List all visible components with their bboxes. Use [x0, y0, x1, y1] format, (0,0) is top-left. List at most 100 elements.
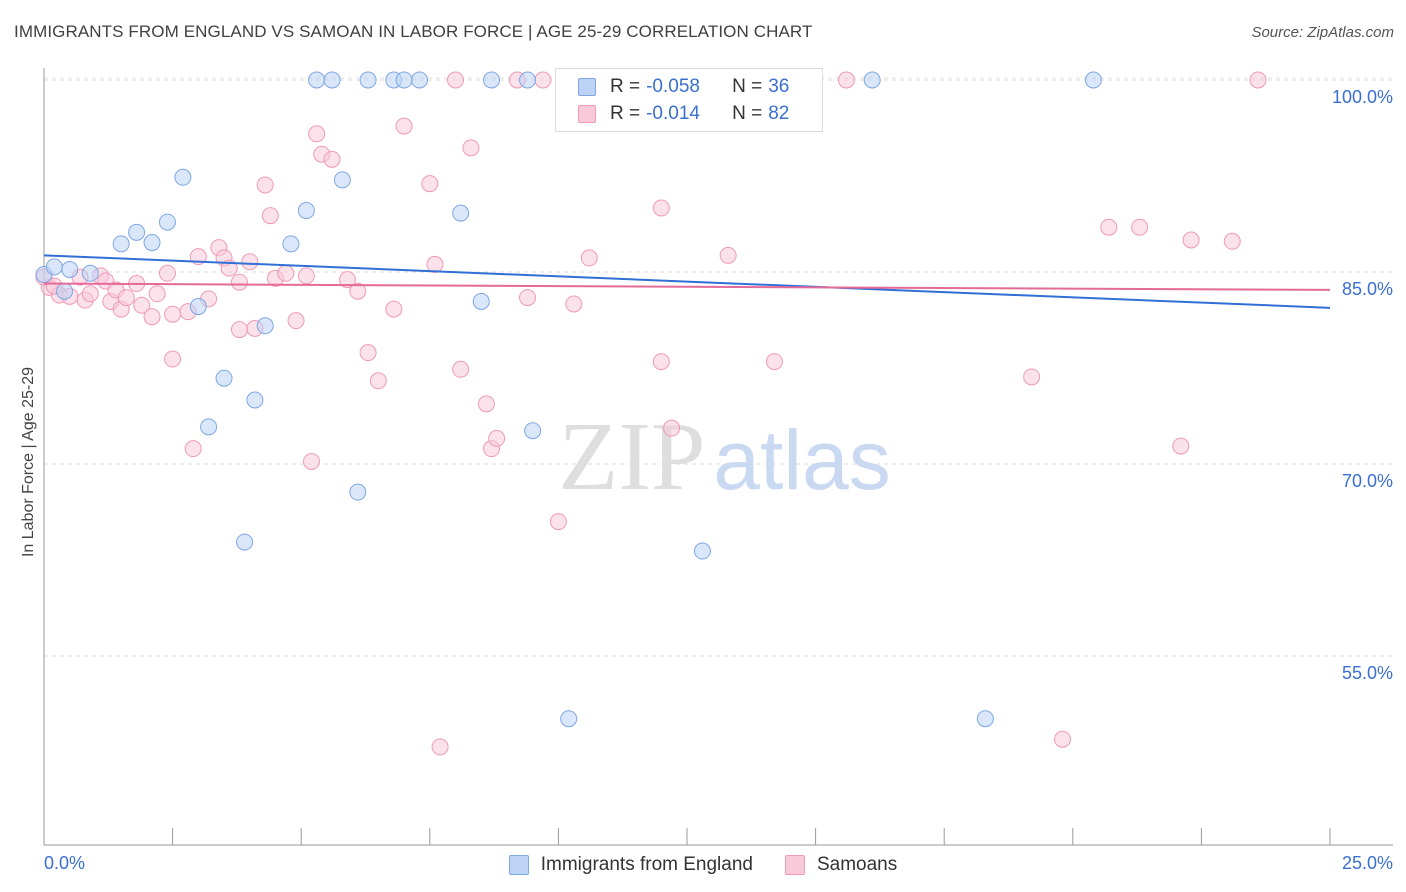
samoans-point — [349, 282, 367, 300]
correlation-legend: R = -0.058 N = 36 R = -0.014 N = 82 — [555, 68, 823, 132]
samoans-point — [652, 199, 670, 217]
england-point — [349, 483, 367, 501]
samoans-point — [1023, 368, 1041, 386]
y-tick-label: 70.0% — [1342, 471, 1393, 491]
england-point — [472, 292, 490, 310]
england-point — [236, 533, 254, 551]
samoans-point — [133, 296, 151, 314]
samoans-point — [1249, 71, 1267, 89]
samoans-point — [477, 395, 495, 413]
england-point — [524, 422, 542, 440]
n-value: 82 — [768, 103, 790, 124]
n-label: N = — [732, 103, 763, 124]
samoans-point — [308, 125, 326, 143]
legend-label-england: Immigrants from England — [540, 854, 753, 875]
samoans-point — [81, 285, 99, 303]
england-point — [189, 298, 207, 316]
samoans-point — [369, 372, 387, 390]
england-point — [128, 223, 146, 241]
legend-item-england[interactable]: Immigrants from England — [508, 854, 753, 876]
samoans-trend-line — [43, 282, 1331, 291]
england-point — [81, 264, 99, 282]
england-point — [56, 282, 74, 300]
england-point — [246, 391, 264, 409]
axes — [43, 68, 1393, 846]
samoans-point — [117, 289, 135, 307]
samoans-point — [143, 308, 161, 326]
samoans-point — [1131, 218, 1149, 236]
legend-item-samoans[interactable]: Samoans — [784, 854, 898, 876]
samoans-point — [426, 255, 444, 273]
samoans-swatch — [578, 105, 596, 123]
samoans-point — [287, 312, 305, 330]
england-point — [483, 71, 501, 89]
england-point — [333, 171, 351, 189]
england-point — [395, 71, 413, 89]
watermark-atlas: atlas — [713, 413, 890, 507]
samoans-point — [184, 440, 202, 458]
samoans-point — [580, 249, 598, 267]
samoans-point — [164, 350, 182, 368]
n-label: N = — [732, 76, 763, 97]
r-label: R = — [610, 76, 641, 97]
samoans-point — [652, 353, 670, 371]
samoans-point — [1100, 218, 1118, 236]
x-tick-label: 0.0% — [44, 853, 85, 873]
watermark-zip: ZIP — [559, 403, 706, 511]
samoans-point — [385, 300, 403, 318]
samoans-point — [421, 175, 439, 193]
england-point — [143, 234, 161, 252]
samoans-point — [241, 253, 259, 271]
england-point — [282, 235, 300, 253]
england-point — [61, 260, 79, 278]
england-point — [200, 418, 218, 436]
x-tick-label: 25.0% — [1342, 853, 1393, 873]
samoans-point — [519, 289, 537, 307]
samoans-point — [1182, 231, 1200, 249]
samoans-point — [1223, 232, 1241, 250]
samoans-point — [395, 117, 413, 135]
england-point — [158, 213, 176, 231]
samoans-point — [462, 139, 480, 157]
england-point — [215, 369, 233, 387]
gridlines — [44, 77, 1392, 657]
samoans-point — [164, 305, 182, 323]
england-point — [976, 710, 994, 728]
r-label: R = — [610, 103, 641, 124]
england-point — [297, 202, 315, 220]
england-points — [35, 71, 1102, 728]
samoans-point — [256, 176, 274, 194]
samoans-point — [431, 738, 449, 756]
n-value: 36 — [768, 76, 790, 97]
legend-row-england: R = -0.058 N = 36 — [578, 74, 789, 100]
samoans-point — [230, 273, 248, 291]
england-point — [359, 71, 377, 89]
england-swatch — [578, 78, 596, 96]
legend-label-samoans: Samoans — [816, 854, 898, 875]
england-point — [323, 71, 341, 89]
samoans-point — [765, 353, 783, 371]
samoans-point — [277, 264, 295, 282]
samoans-point — [663, 419, 681, 437]
samoans-point — [1054, 730, 1072, 748]
england-point — [1084, 71, 1102, 89]
y-tick-label: 85.0% — [1342, 279, 1393, 299]
england-point — [693, 542, 711, 560]
samoans-point — [534, 71, 552, 89]
england-point — [452, 204, 470, 222]
england-point — [308, 71, 326, 89]
samoans-point — [230, 321, 248, 339]
england-point — [45, 258, 63, 276]
y-tick-label: 100.0% — [1332, 87, 1393, 107]
y-tick-label: 55.0% — [1342, 663, 1393, 683]
samoans-point — [719, 246, 737, 264]
samoans-point — [488, 429, 506, 447]
series-legend: Immigrants from England Samoans — [0, 853, 1406, 877]
source-label: Source: ZipAtlas.com — [1251, 24, 1394, 41]
trend-lines — [43, 254, 1331, 309]
england-point — [411, 71, 429, 89]
samoans-points — [35, 71, 1267, 756]
samoans-point — [297, 267, 315, 285]
england-trend-line — [43, 254, 1331, 309]
